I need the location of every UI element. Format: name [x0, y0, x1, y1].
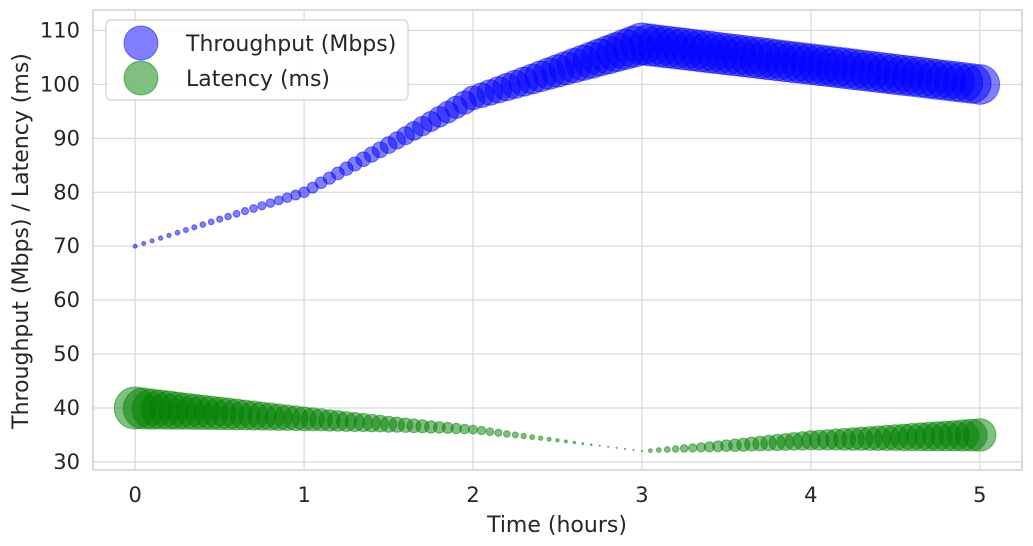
data-point: [232, 209, 241, 218]
x-tick-label: 1: [297, 483, 310, 507]
data-point: [149, 238, 155, 244]
data-point: [537, 435, 544, 441]
x-tick-label: 5: [973, 483, 986, 507]
x-tick-label: 2: [466, 483, 479, 507]
y-tick-label: 70: [53, 234, 80, 258]
data-point: [216, 215, 224, 223]
legend-marker-throughput: [123, 25, 159, 61]
y-tick-label: 50: [53, 342, 80, 366]
data-point: [141, 241, 147, 246]
data-point: [615, 446, 618, 449]
data-point: [207, 218, 215, 226]
data-point: [671, 445, 680, 453]
data-point: [546, 436, 552, 442]
data-point: [224, 212, 232, 221]
data-point: [240, 207, 250, 216]
x-axis-title: Time (hours): [486, 513, 627, 538]
y-tick-label: 90: [53, 126, 80, 150]
y-tick-label: 40: [53, 396, 80, 420]
y-tick-label: 30: [53, 450, 80, 474]
data-point: [607, 445, 610, 448]
data-point: [679, 444, 689, 453]
data-point: [157, 235, 164, 241]
legend-label-throughput: Throughput (Mbps): [185, 32, 396, 57]
data-point: [563, 439, 568, 444]
data-point: [182, 227, 189, 233]
data-point: [624, 447, 627, 451]
data-point: [632, 448, 635, 452]
y-tick-label: 60: [53, 288, 80, 312]
x-tick-label: 0: [129, 483, 142, 507]
data-point: [459, 423, 470, 435]
data-point: [663, 446, 671, 453]
data-point: [598, 444, 601, 447]
data-point: [520, 432, 527, 440]
y-tick-labels: 30 40 50 60 70 80 90 100 110: [40, 18, 80, 473]
data-point: [503, 430, 511, 438]
data-point: [655, 447, 662, 453]
data-point: [257, 201, 267, 211]
data-point: [511, 431, 519, 439]
data-point: [494, 428, 503, 437]
legend: Throughput (Mbps) Latency (ms): [105, 19, 409, 101]
data-point: [199, 221, 207, 228]
data-point: [265, 198, 276, 208]
y-axis-title: Throughput (Mbps) / Latency (ms): [9, 53, 34, 430]
data-point: [963, 418, 997, 452]
data-point: [485, 427, 495, 437]
y-tick-label: 100: [40, 72, 80, 96]
data-point: [476, 425, 487, 436]
legend-label-latency: Latency (ms): [186, 67, 330, 92]
data-point: [529, 434, 536, 441]
series-group: [132, 22, 1001, 249]
series-group: [113, 386, 997, 454]
x-tick-labels: 0 1 2 3 4 5: [129, 483, 987, 507]
data-point: [174, 229, 181, 236]
legend-marker-latency: [123, 60, 159, 96]
legend-box: [105, 19, 409, 101]
data-point: [572, 440, 577, 445]
x-tick-label: 4: [804, 483, 817, 507]
data-point: [468, 424, 478, 435]
plot-frame: [92, 9, 1023, 471]
data-point: [687, 443, 698, 453]
data-point: [959, 64, 1001, 105]
data-point: [555, 438, 560, 443]
data-point: [590, 443, 593, 447]
x-tick-label: 3: [635, 483, 648, 507]
data-point: [581, 442, 585, 446]
data-point: [648, 448, 653, 454]
series-layer: [113, 22, 1001, 454]
data-point: [132, 243, 138, 249]
y-tick-label: 80: [53, 180, 80, 204]
data-point: [191, 224, 198, 231]
data-point: [640, 450, 644, 453]
y-tick-label: 110: [40, 18, 80, 42]
data-point: [249, 204, 258, 213]
data-point: [166, 232, 172, 239]
